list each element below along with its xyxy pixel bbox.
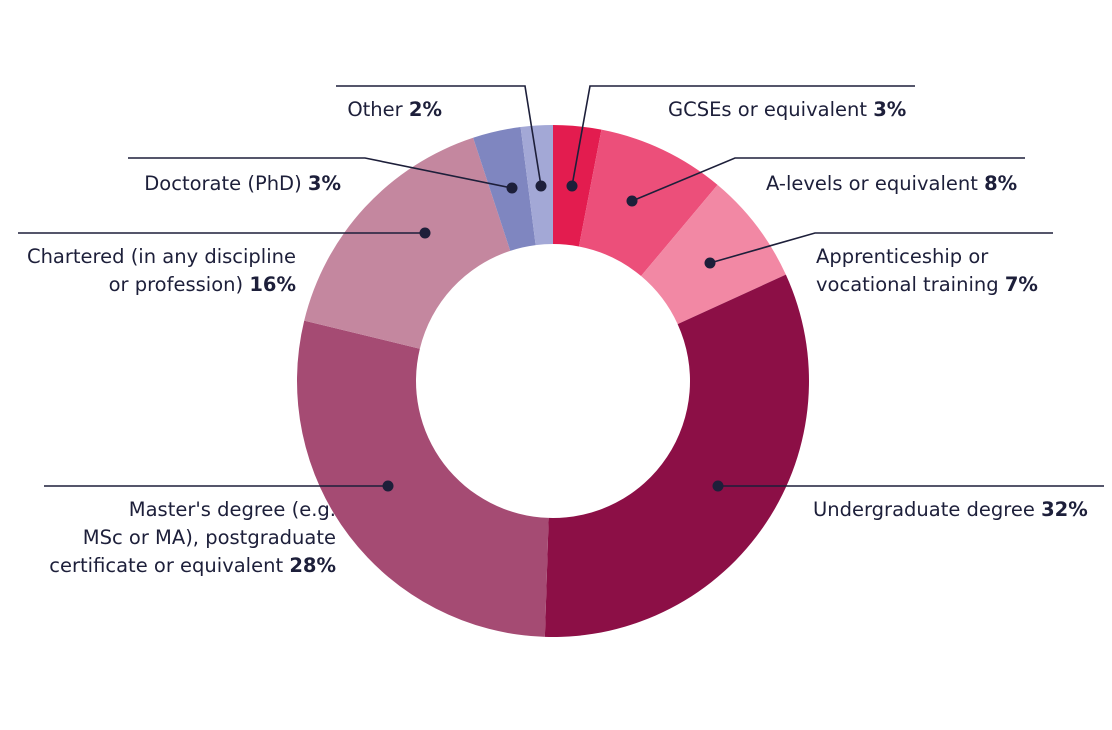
label-text: Apprenticeship or — [816, 243, 1056, 271]
value-label: 7% — [1004, 273, 1038, 296]
value-label: 16% — [249, 273, 296, 296]
leader-dot-3 — [704, 257, 716, 269]
label-line: Other — [347, 98, 403, 121]
value-label: 32% — [1041, 498, 1088, 521]
slice-label-1: GCSEs or equivalent 3% — [668, 96, 915, 124]
label-line: Doctorate (PhD) — [144, 172, 302, 195]
slice-5 — [297, 320, 549, 637]
slice-label-3: Apprenticeship or vocational training 7% — [816, 243, 1056, 299]
slice-6 — [304, 137, 511, 349]
label-text: GCSEs or equivalent 3% — [668, 96, 915, 124]
leader-line-3 — [709, 232, 1053, 264]
leader-line-1 — [571, 85, 915, 187]
leader-dot-1 — [566, 180, 578, 192]
value-label: 28% — [289, 554, 336, 577]
label-line: Master's degree (e.g. — [128, 498, 336, 521]
leader-dot-8 — [535, 180, 547, 192]
value-label: 8% — [984, 172, 1018, 195]
leader-line-7 — [128, 157, 513, 189]
leader-dot-7 — [506, 182, 518, 194]
value-label: 2% — [408, 98, 442, 121]
slice-label-4: Undergraduate degree 32% — [813, 496, 1105, 524]
slice-label-7: Doctorate (PhD) 3% — [128, 170, 341, 198]
label-text: MSc or MA), postgraduate — [26, 524, 336, 552]
label-text: Undergraduate degree 32% — [813, 496, 1105, 524]
leader-dot-6 — [419, 227, 431, 239]
label-line: Undergraduate degree — [813, 498, 1035, 521]
slice-2 — [578, 129, 718, 277]
slice-7 — [473, 127, 536, 251]
label-line: certificate or equivalent — [49, 554, 284, 577]
label-text: certificate or equivalent 28% — [26, 552, 336, 580]
label-line: or profession) — [108, 273, 244, 296]
value-label: 3% — [873, 98, 907, 121]
slice-4 — [544, 274, 809, 637]
label-text: Master's degree (e.g. — [26, 496, 336, 524]
label-text: Doctorate (PhD) 3% — [128, 170, 341, 198]
slice-label-5: Master's degree (e.g. MSc or MA), postgra… — [26, 496, 336, 580]
slice-label-8: Other 2% — [336, 96, 442, 124]
label-line: vocational training — [816, 273, 999, 296]
label-text: A-levels or equivalent 8% — [766, 170, 1028, 198]
label-line: Chartered (in any discipline — [26, 245, 296, 268]
slice-label-2: A-levels or equivalent 8% — [766, 170, 1028, 198]
label-line: Apprenticeship or — [816, 245, 989, 268]
leader-dot-4 — [712, 480, 724, 492]
label-line: MSc or MA), postgraduate — [82, 526, 336, 549]
label-text: Chartered (in any discipline — [18, 243, 296, 271]
leader-line-2 — [631, 157, 1025, 202]
leader-dot-2 — [626, 195, 638, 207]
label-line: GCSEs or equivalent — [668, 98, 867, 121]
slice-label-6: Chartered (in any discipline or professio… — [18, 243, 296, 299]
label-text: vocational training 7% — [816, 271, 1056, 299]
leader-line-8 — [336, 85, 542, 187]
label-text: or profession) 16% — [18, 271, 296, 299]
value-label: 3% — [307, 172, 341, 195]
leader-dot-5 — [382, 480, 394, 492]
label-line: A-levels or equivalent — [766, 172, 978, 195]
slice-3 — [641, 184, 786, 325]
label-text: Other 2% — [336, 96, 442, 124]
